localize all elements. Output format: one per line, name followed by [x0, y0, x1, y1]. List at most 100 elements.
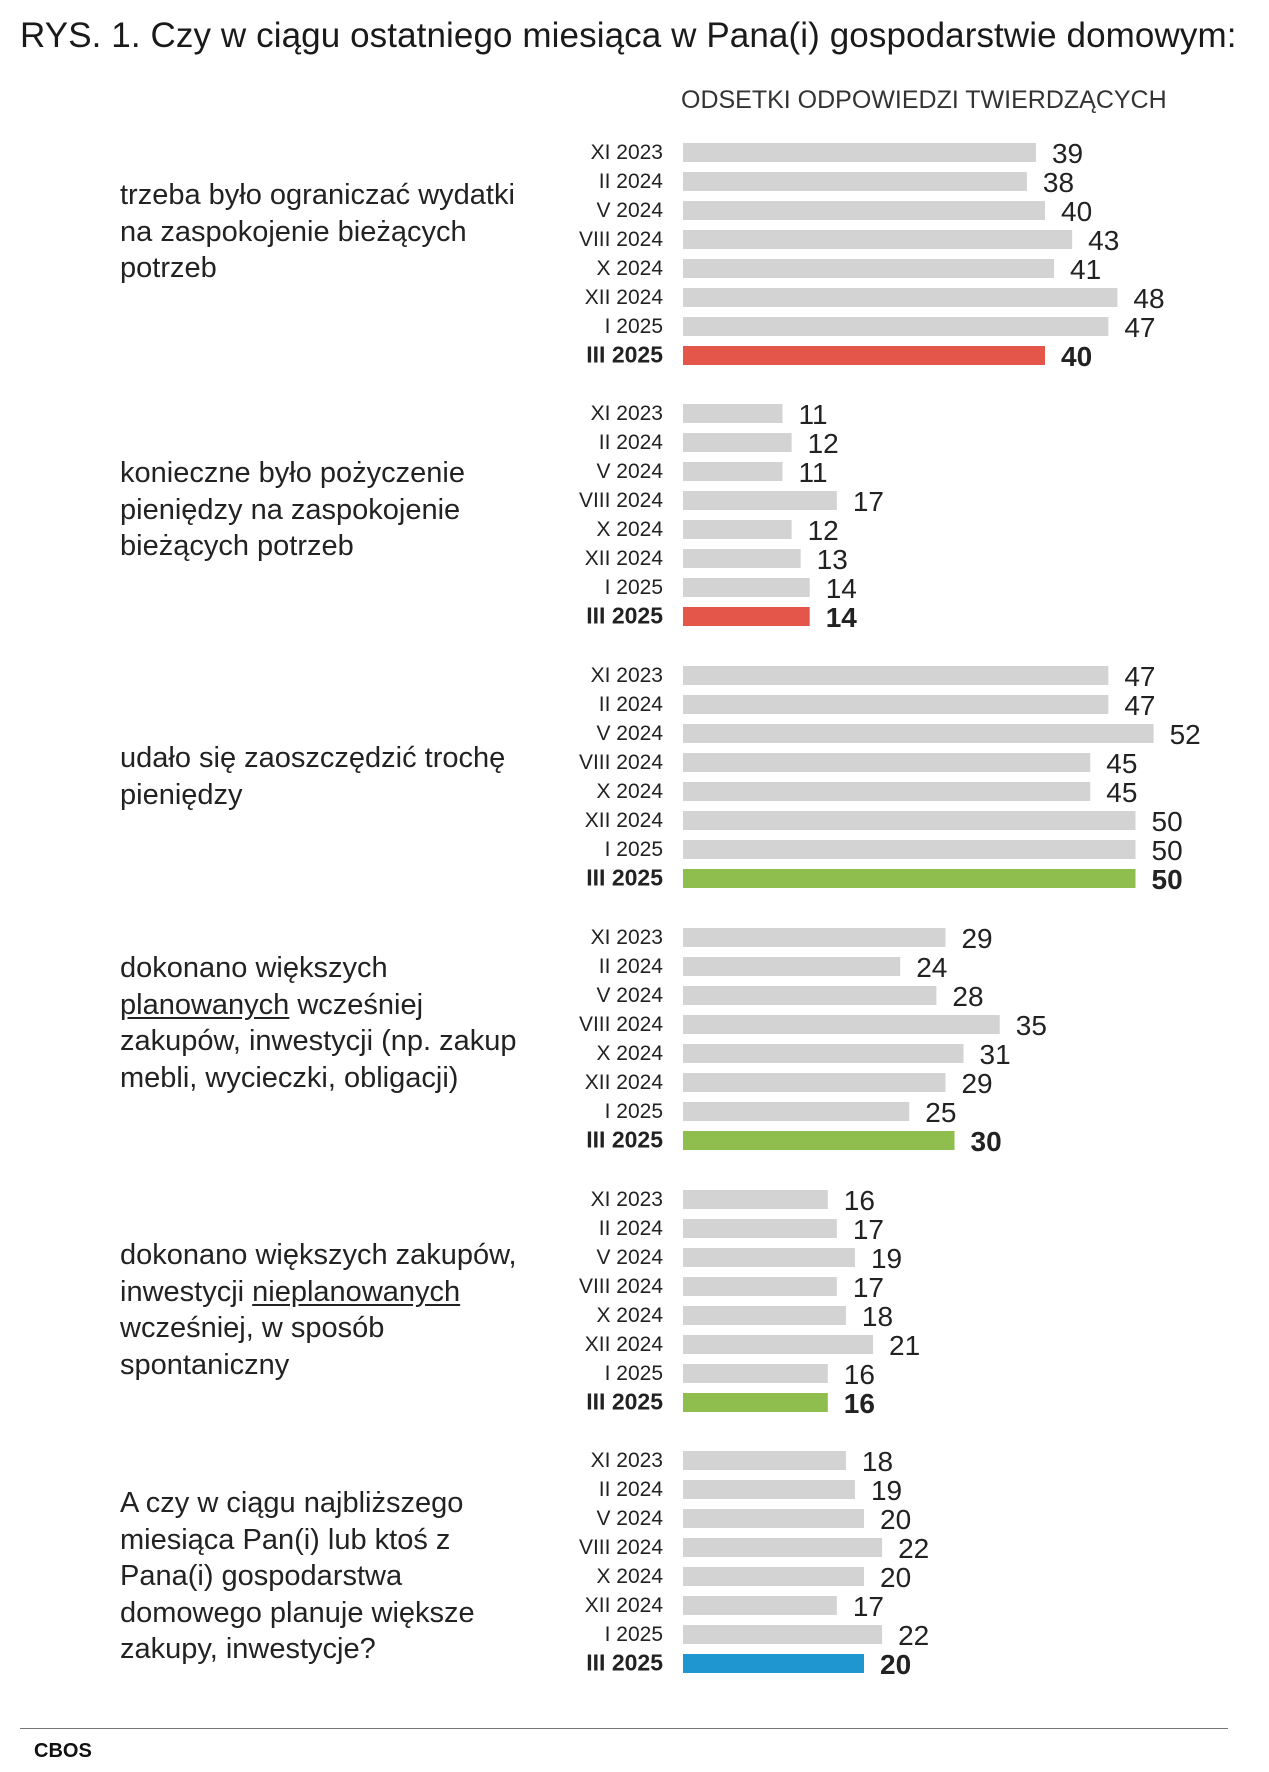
tick-label: I 2025 [605, 1362, 663, 1385]
data-label: 18 [862, 1446, 893, 1477]
tick-label: III 2025 [586, 1127, 663, 1153]
data-label: 28 [952, 981, 983, 1012]
bar [683, 1538, 883, 1557]
data-label: 20 [880, 1649, 911, 1680]
tick-label: X 2024 [596, 1304, 663, 1327]
data-label: 29 [961, 1068, 992, 1099]
tick-label: VIII 2024 [579, 228, 663, 251]
data-label: 12 [808, 515, 839, 546]
data-label: 50 [1152, 835, 1183, 866]
bar [683, 143, 1036, 162]
bar [683, 753, 1091, 772]
data-label: 30 [971, 1126, 1002, 1157]
tick-label: XI 2023 [591, 926, 663, 949]
data-label: 19 [871, 1475, 902, 1506]
data-label: 22 [898, 1620, 929, 1651]
data-label: 16 [844, 1185, 875, 1216]
bar [683, 1131, 955, 1150]
bar [683, 1277, 837, 1296]
tick-label: V 2024 [596, 199, 663, 222]
data-label: 38 [1043, 167, 1074, 198]
emphasized-text: planowanych [120, 988, 290, 1021]
bar [683, 462, 783, 481]
tick-label: III 2025 [586, 1650, 663, 1676]
data-label: 47 [1124, 690, 1155, 721]
tick-label: X 2024 [596, 1565, 663, 1588]
data-label: 11 [799, 457, 828, 488]
chart-subtitle: ODSETKI ODPOWIEDZI TWIERDZĄCYCH [681, 86, 1167, 114]
bar [683, 1654, 864, 1673]
data-label: 20 [880, 1504, 911, 1535]
bar [683, 1480, 855, 1499]
question-label: dokonano większych zakupów, inwestycji n… [120, 1237, 540, 1383]
tick-label: V 2024 [596, 722, 663, 745]
tick-label: I 2025 [605, 576, 663, 599]
bar-group-5: XI 2023 16 II 2024 17 V 2024 19 VIII 2024 17 X 2… [579, 1185, 920, 1419]
tick-label: X 2024 [596, 1042, 663, 1065]
tick-label: III 2025 [586, 342, 663, 368]
bar [683, 695, 1109, 714]
bar [683, 1364, 828, 1383]
bar [683, 782, 1091, 801]
bar [683, 201, 1045, 220]
tick-label: I 2025 [605, 1623, 663, 1646]
tick-label: XII 2024 [585, 286, 664, 309]
label-text: dokonano większych [120, 952, 388, 984]
data-label: 39 [1052, 138, 1083, 169]
bar-group-4: XI 2023 29 II 2024 24 V 2024 28 VIII 2024 35 X 2… [579, 923, 1047, 1157]
question-label: konieczne było pożyczenie pieniędzy na z… [120, 455, 540, 565]
tick-label: X 2024 [596, 780, 663, 803]
bar [683, 346, 1045, 365]
bar [683, 259, 1055, 278]
label-text: wcześniej zakupów, inwestycji (np. zakup… [120, 988, 517, 1094]
data-label: 24 [916, 952, 947, 983]
bar [683, 1015, 1000, 1034]
tick-label: XII 2024 [585, 547, 664, 570]
tick-label: XII 2024 [585, 809, 664, 832]
bar [683, 811, 1136, 830]
tick-label: XII 2024 [585, 1071, 664, 1094]
bar [683, 433, 792, 452]
data-label: 47 [1124, 661, 1155, 692]
bar [683, 869, 1136, 888]
tick-label: V 2024 [596, 984, 663, 1007]
data-label: 14 [826, 602, 858, 633]
tick-label: VIII 2024 [579, 1275, 663, 1298]
data-label: 52 [1170, 719, 1201, 750]
tick-label: III 2025 [586, 603, 663, 629]
tick-label: X 2024 [596, 518, 663, 541]
data-label: 22 [898, 1533, 929, 1564]
tick-label: V 2024 [596, 460, 663, 483]
tick-label: VIII 2024 [579, 489, 663, 512]
label-text: wcześniej, w sposób spontaniczny [120, 1312, 385, 1381]
tick-label: XII 2024 [585, 1333, 664, 1356]
label-text: dokonano większych zakupów, inwestycji [120, 1239, 517, 1308]
tick-label: III 2025 [586, 1389, 663, 1415]
data-label: 18 [862, 1301, 893, 1332]
data-label: 17 [853, 1272, 884, 1303]
question-label: A czy w ciągu najbliższego miesiąca Pan(… [120, 1485, 540, 1668]
data-label: 20 [880, 1562, 911, 1593]
label-text: trzeba było ograniczać wydatki na zaspok… [120, 179, 515, 284]
data-label: 11 [799, 399, 828, 430]
bar-group-2: XI 2023 11 II 2024 12 V 2024 11 VIII 2024 17 X 2… [579, 399, 884, 633]
bar [683, 288, 1118, 307]
bar [683, 607, 810, 626]
data-label: 25 [925, 1097, 956, 1128]
data-label: 48 [1133, 283, 1164, 314]
data-label: 41 [1070, 254, 1101, 285]
data-label: 29 [961, 923, 992, 954]
bar [683, 491, 837, 510]
tick-label: II 2024 [599, 170, 664, 193]
tick-label: I 2025 [605, 838, 663, 861]
bar-group-6: XI 2023 18 II 2024 19 V 2024 20 VIII 2024 22 X 2… [579, 1446, 929, 1680]
data-label: 16 [844, 1388, 875, 1419]
tick-label: II 2024 [599, 1217, 664, 1240]
bar [683, 1451, 846, 1470]
bar [683, 1219, 837, 1238]
data-label: 17 [853, 1591, 884, 1622]
data-label: 50 [1152, 806, 1183, 837]
chart-title: RYS. 1. Czy w ciągu ostatniego miesiąca … [20, 16, 1237, 55]
tick-label: V 2024 [596, 1507, 663, 1530]
question-label: trzeba było ograniczać wydatki na zaspok… [120, 177, 540, 287]
